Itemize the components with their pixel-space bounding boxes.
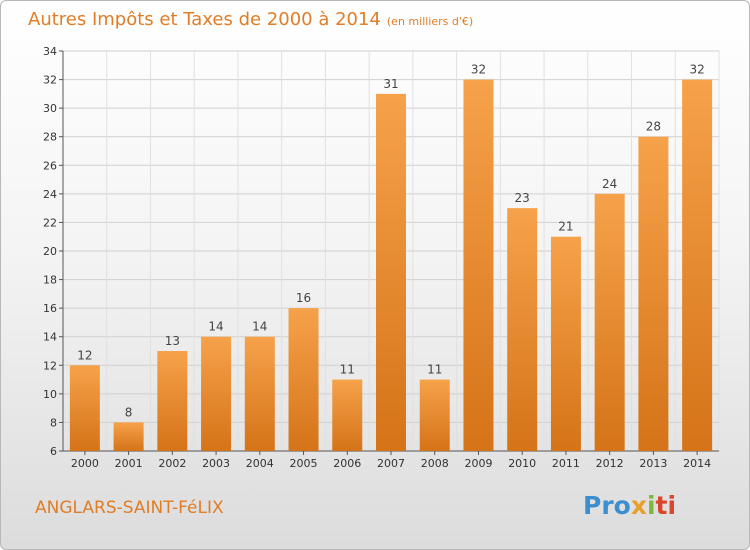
x-tick-label-2007: 2007 (377, 457, 405, 470)
chart-subtitle: (en milliers d'€) (386, 15, 474, 28)
y-tick-label: 10 (43, 388, 57, 401)
chart-title: Autres Impôts et Taxes de 2000 à 2014 (en… (28, 9, 474, 30)
x-tick-label-2006: 2006 (333, 457, 361, 470)
bar-2005 (288, 308, 319, 451)
data-label-2000: 12 (77, 348, 92, 362)
data-label-2014: 32 (689, 63, 704, 77)
data-label-2012: 24 (602, 177, 617, 191)
axes: 6 8 10 12 14 16 18 20 22 24 26 28 30 32 34 2000 2001 2002… (43, 45, 719, 470)
y-tick-label: 12 (43, 359, 57, 372)
bar-2006 (332, 379, 363, 451)
data-label-2002: 13 (165, 334, 180, 348)
data-label-2004: 14 (252, 320, 267, 334)
x-tick-label-2014: 2014 (683, 457, 711, 470)
y-tick-label: 16 (43, 302, 57, 315)
data-label-2011: 21 (558, 220, 573, 234)
y-tick-label: 8 (50, 416, 57, 429)
bar-2007 (376, 93, 406, 451)
x-tick-label-2011: 2011 (552, 457, 580, 470)
bar-2003 (201, 336, 232, 451)
data-label-2001: 8 (125, 405, 133, 419)
data-label-2010: 23 (515, 191, 530, 205)
y-tick-label: 30 (43, 102, 57, 115)
x-tick-label-2003: 2003 (202, 457, 230, 470)
bar-2012 (594, 193, 625, 451)
bar-2010 (507, 208, 538, 451)
bars (69, 79, 713, 452)
y-tick-label: 14 (43, 331, 57, 344)
data-label-2005: 16 (296, 291, 311, 305)
y-tick-label: 34 (43, 45, 57, 58)
x-tick-label-2001: 2001 (115, 457, 143, 470)
x-tick-label-2008: 2008 (421, 457, 449, 470)
y-tick-label: 22 (43, 216, 57, 229)
x-tick-label-2009: 2009 (464, 457, 492, 470)
data-label-2013: 28 (646, 120, 661, 134)
data-labels: 12 8 13 14 14 16 11 31 11 32 23 21 24 28 32 (77, 63, 705, 420)
x-tick-label-2004: 2004 (246, 457, 274, 470)
y-tick-label: 24 (43, 188, 57, 201)
y-tick-label: 32 (43, 74, 57, 87)
bar-2014 (682, 79, 713, 452)
y-tick-label: 26 (43, 159, 57, 172)
x-tick-label-2005: 2005 (290, 457, 318, 470)
bar-2000 (69, 365, 100, 451)
data-label-2009: 32 (471, 63, 486, 77)
bar-2013 (638, 136, 669, 451)
x-tick-label-2013: 2013 (639, 457, 667, 470)
proxiti-logo[interactable]: Proxiti (583, 491, 677, 520)
bar-2002 (157, 351, 188, 451)
bar-2009 (463, 79, 494, 452)
commune-name: ANGLARS-SAINT-FéLIX (35, 498, 224, 518)
bar-2011 (550, 236, 581, 451)
y-tick-label: 18 (43, 274, 57, 287)
x-tick-label-2010: 2010 (508, 457, 536, 470)
data-label-2007: 31 (383, 77, 398, 91)
bar-2008 (419, 379, 450, 451)
bar-2004 (244, 336, 275, 451)
data-label-2008: 11 (427, 363, 442, 377)
y-tick-label: 6 (50, 445, 57, 458)
x-tick-label-2012: 2012 (596, 457, 624, 470)
x-tick-label-2002: 2002 (158, 457, 186, 470)
data-label-2003: 14 (208, 320, 223, 334)
x-tick-label-2000: 2000 (71, 457, 99, 470)
y-tick-label: 28 (43, 131, 57, 144)
data-label-2006: 11 (340, 363, 355, 377)
bar-2001 (113, 422, 144, 451)
y-tick-label: 20 (43, 245, 57, 258)
